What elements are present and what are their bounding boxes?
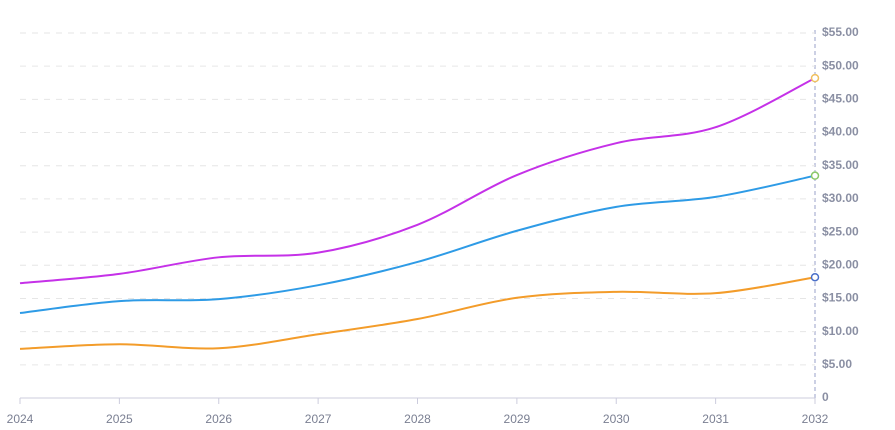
y-tick-label: $10.00 — [822, 324, 859, 338]
y-tick-label: $35.00 — [822, 158, 859, 172]
x-tick-label: 2024 — [7, 412, 34, 426]
x-tick-label: 2028 — [404, 412, 431, 426]
x-tick-label: 2031 — [702, 412, 729, 426]
line — [19, 77, 816, 285]
y-tick-label: $40.00 — [822, 125, 859, 139]
y-tick-label: $20.00 — [822, 257, 859, 271]
end-marker — [810, 73, 820, 83]
x-tick-label: 2025 — [106, 412, 133, 426]
y-tick-label: $55.00 — [822, 25, 859, 39]
y-tick-label: $30.00 — [822, 191, 859, 205]
x-tick-label: 2029 — [504, 412, 531, 426]
y-tick-label: $45.00 — [822, 92, 859, 106]
y-tick-label: $5.00 — [822, 357, 852, 371]
x-tick-label: 2026 — [205, 412, 232, 426]
y-tick-label: $50.00 — [822, 58, 859, 72]
y-tick-label: $25.00 — [822, 224, 859, 238]
end-marker — [810, 272, 820, 282]
y-tick-label: 0 — [822, 390, 829, 404]
line — [19, 174, 816, 315]
x-tick-label: 2032 — [802, 412, 829, 426]
end-marker — [810, 171, 820, 180]
line — [19, 276, 816, 350]
x-tick-label: 2027 — [305, 412, 332, 426]
x-tick-label: 2030 — [603, 412, 630, 426]
y-tick-label: $15.00 — [822, 291, 859, 305]
